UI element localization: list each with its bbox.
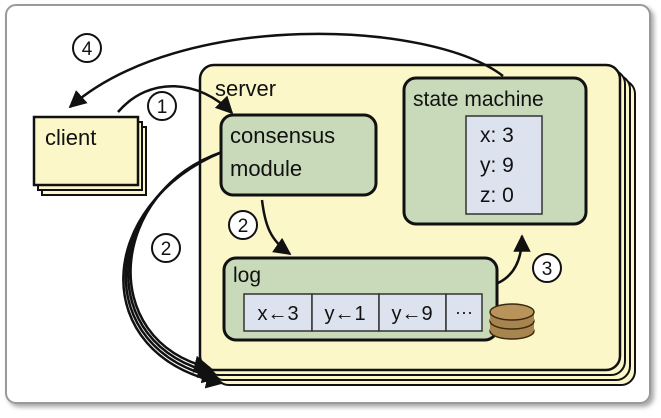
step-label-2: 2	[238, 216, 249, 237]
consensus-label-line2: module	[230, 156, 302, 181]
log-entry-text: x←3	[257, 303, 298, 325]
state-var-y: y: 9	[480, 154, 514, 177]
step-label-1: 1	[157, 97, 168, 118]
disk-stack-icon	[490, 304, 534, 339]
step-label-2-peers: 2	[161, 239, 172, 260]
step-label-4: 4	[82, 39, 93, 60]
log-entry-text: y←9	[391, 303, 432, 325]
state-machine-label: state machine	[413, 88, 544, 111]
log-entry-text: y←1	[324, 303, 365, 325]
consensus-label-line1: consensus	[230, 123, 335, 148]
log-label: log	[233, 264, 261, 287]
client-label: client	[45, 125, 96, 150]
state-var-z: z: 0	[480, 184, 514, 207]
step-label-3: 3	[542, 259, 553, 280]
log-entry-text: ···	[455, 302, 473, 322]
disk-top	[490, 304, 534, 320]
server-label: server	[215, 76, 276, 101]
state-var-x: x: 3	[480, 124, 514, 147]
log-entries: x←3 y←1 y←9 ···	[244, 294, 482, 331]
